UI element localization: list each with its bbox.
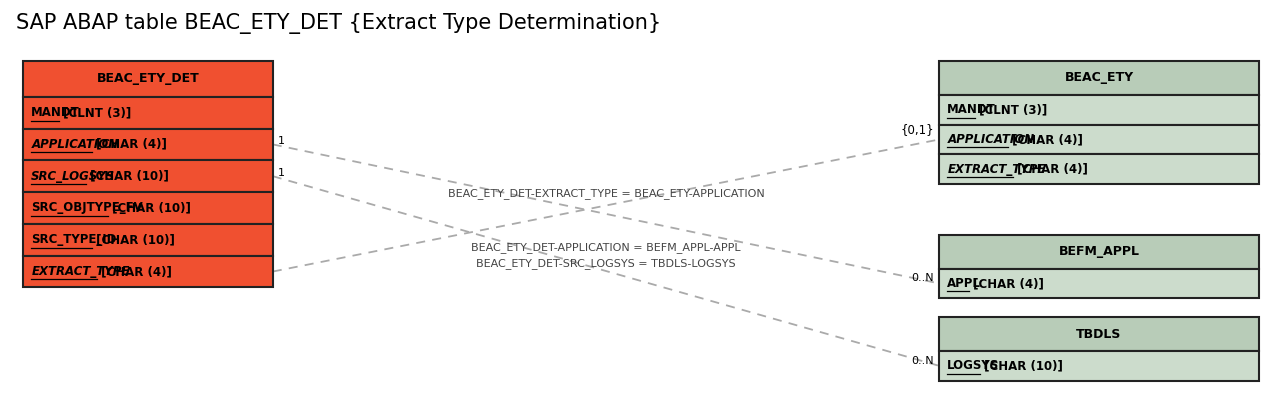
Text: [CHAR (10)]: [CHAR (10)] xyxy=(91,233,175,246)
Bar xyxy=(940,154,1259,184)
Text: [CLNT (3)]: [CLNT (3)] xyxy=(974,103,1048,116)
Text: {0,1}: {0,1} xyxy=(901,123,934,136)
Text: [CHAR (4)]: [CHAR (4)] xyxy=(91,138,166,151)
Text: BEAC_ETY_DET-APPLICATION = BEFM_APPL-APPL: BEAC_ETY_DET-APPLICATION = BEFM_APPL-APP… xyxy=(471,242,741,253)
Text: 0..N: 0..N xyxy=(911,274,934,283)
Text: SRC_LOGSYS: SRC_LOGSYS xyxy=(31,170,116,183)
Text: [CHAR (10)]: [CHAR (10)] xyxy=(86,170,169,183)
Text: BEFM_APPL: BEFM_APPL xyxy=(1058,245,1139,258)
Bar xyxy=(23,160,273,192)
Text: SAP ABAP table BEAC_ETY_DET {Extract Type Determination}: SAP ABAP table BEAC_ETY_DET {Extract Typ… xyxy=(17,13,662,34)
Bar xyxy=(23,256,273,288)
Bar xyxy=(940,95,1259,125)
Text: [CHAR (4)]: [CHAR (4)] xyxy=(1008,133,1082,146)
Text: BEAC_ETY_DET-EXTRACT_TYPE = BEAC_ETY-APPLICATION: BEAC_ETY_DET-EXTRACT_TYPE = BEAC_ETY-APP… xyxy=(448,188,764,199)
Bar xyxy=(940,125,1259,154)
Text: EXTRACT_TYPE: EXTRACT_TYPE xyxy=(31,265,130,278)
Text: APPLICATION: APPLICATION xyxy=(31,138,118,151)
Bar xyxy=(940,269,1259,298)
Text: APPL: APPL xyxy=(947,277,981,290)
Text: MANDT: MANDT xyxy=(31,106,80,119)
Bar xyxy=(23,97,273,128)
Bar xyxy=(940,351,1259,381)
Text: [CHAR (10)]: [CHAR (10)] xyxy=(981,360,1063,373)
Text: LOGSYS: LOGSYS xyxy=(947,360,1000,373)
Text: MANDT: MANDT xyxy=(947,103,996,116)
Text: 1: 1 xyxy=(278,137,284,146)
Bar xyxy=(23,192,273,224)
Text: 0..N: 0..N xyxy=(911,356,934,366)
Bar xyxy=(23,61,273,97)
Bar xyxy=(23,224,273,256)
Text: [CHAR (4)]: [CHAR (4)] xyxy=(969,277,1044,290)
Text: BEAC_ETY: BEAC_ETY xyxy=(1064,71,1134,84)
Text: TBDLS: TBDLS xyxy=(1076,328,1122,341)
Text: SRC_TYPE_ID: SRC_TYPE_ID xyxy=(31,233,117,246)
Text: BEAC_ETY_DET-SRC_LOGSYS = TBDLS-LOGSYS: BEAC_ETY_DET-SRC_LOGSYS = TBDLS-LOGSYS xyxy=(476,258,736,269)
Text: EXTRACT_TYPE: EXTRACT_TYPE xyxy=(947,163,1046,176)
Bar xyxy=(23,128,273,160)
Text: [CHAR (10)]: [CHAR (10)] xyxy=(108,202,190,214)
Bar xyxy=(940,61,1259,95)
Bar xyxy=(940,235,1259,269)
Bar xyxy=(940,317,1259,351)
Text: SRC_OBJTYPE_FV: SRC_OBJTYPE_FV xyxy=(31,202,143,214)
Text: APPLICATION: APPLICATION xyxy=(947,133,1035,146)
Text: 1: 1 xyxy=(278,168,284,178)
Text: [CHAR (4)]: [CHAR (4)] xyxy=(1013,163,1088,176)
Text: [CHAR (4)]: [CHAR (4)] xyxy=(98,265,172,278)
Text: BEAC_ETY_DET: BEAC_ETY_DET xyxy=(97,72,199,85)
Text: [CLNT (3)]: [CLNT (3)] xyxy=(59,106,131,119)
